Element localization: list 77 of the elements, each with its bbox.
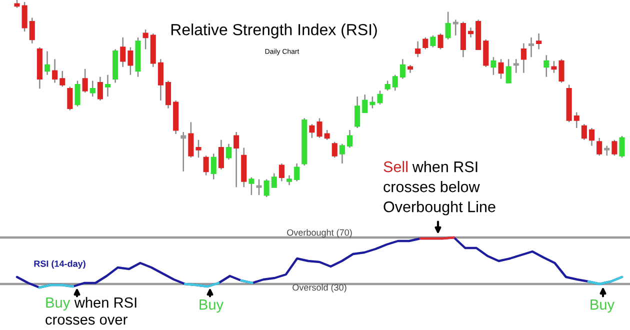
candlestick xyxy=(44,50,50,76)
candlestick xyxy=(97,76,103,102)
candlestick xyxy=(90,80,96,98)
text: Buy xyxy=(200,300,224,313)
candlestick xyxy=(264,178,270,197)
candlestick xyxy=(332,141,338,158)
candlestick xyxy=(445,11,451,40)
candlestick xyxy=(551,60,557,74)
candlestick xyxy=(362,94,368,113)
ref-line-label: Overbought (70) xyxy=(287,229,352,238)
candlestick xyxy=(422,36,428,50)
candlestick xyxy=(452,19,458,36)
candlestick xyxy=(60,70,66,88)
candlestick xyxy=(286,174,292,186)
candlestick xyxy=(316,118,322,139)
candlestick xyxy=(196,139,202,158)
candlestick xyxy=(309,123,315,139)
candlestick xyxy=(180,131,186,172)
candlestick xyxy=(294,162,300,182)
candlestick xyxy=(558,58,564,84)
candlestick xyxy=(210,153,216,180)
candlestick xyxy=(498,58,504,80)
candlestick xyxy=(528,36,534,58)
ref-line-label: Oversold (30) xyxy=(292,284,346,292)
candlestick xyxy=(612,139,618,156)
candlestick xyxy=(67,86,73,111)
candlestick xyxy=(203,155,209,176)
candlestick xyxy=(588,127,595,146)
annotation: Sell when RSI crosses below Overbought Line xyxy=(384,161,496,216)
candlestick xyxy=(377,90,383,106)
candlestick xyxy=(165,80,172,109)
candlestick xyxy=(619,135,625,158)
candlestick xyxy=(483,38,489,68)
candlestick xyxy=(520,42,526,74)
candlestick xyxy=(142,28,148,50)
candlestick xyxy=(324,129,330,140)
candlestick xyxy=(82,68,88,94)
candlestick xyxy=(74,80,80,108)
candlestick xyxy=(226,143,232,160)
candlestick xyxy=(104,74,111,98)
candlestick xyxy=(120,36,126,68)
candlestick xyxy=(430,34,436,48)
candlestick xyxy=(128,46,134,76)
candlestick xyxy=(392,74,398,92)
candlestick xyxy=(370,96,376,109)
candlestick xyxy=(29,17,35,44)
candlestick xyxy=(52,58,58,84)
candlestick xyxy=(438,32,444,50)
candlestick xyxy=(581,123,587,140)
candlestick xyxy=(384,80,390,92)
text: Buy xyxy=(590,300,615,313)
candlestick xyxy=(468,26,474,38)
candlestick xyxy=(234,131,240,188)
text: Relative Strength Index (RSI) xyxy=(171,24,377,38)
candlestick xyxy=(158,58,164,102)
candlestick xyxy=(604,145,610,156)
series-label: RSI (14-day) xyxy=(34,260,86,269)
candlestick xyxy=(188,122,194,158)
candlestick xyxy=(506,58,512,84)
candlestick xyxy=(271,172,277,188)
candlestick xyxy=(339,143,345,164)
candlestick xyxy=(256,178,262,196)
candlestick xyxy=(22,1,28,32)
candlestick xyxy=(400,58,406,80)
candlestick xyxy=(354,96,360,129)
candlestick xyxy=(574,112,580,129)
candlestick xyxy=(346,129,353,148)
candlestick xyxy=(490,56,496,76)
candlestick xyxy=(544,54,550,78)
candlestick xyxy=(536,32,542,50)
candlestick xyxy=(248,176,254,196)
candlestick xyxy=(218,139,224,170)
candlestick xyxy=(513,58,519,74)
candlestick xyxy=(596,137,602,156)
text: Buy when RSI crosses over xyxy=(46,297,136,325)
candlestick xyxy=(415,40,421,58)
candlestick xyxy=(278,162,284,182)
